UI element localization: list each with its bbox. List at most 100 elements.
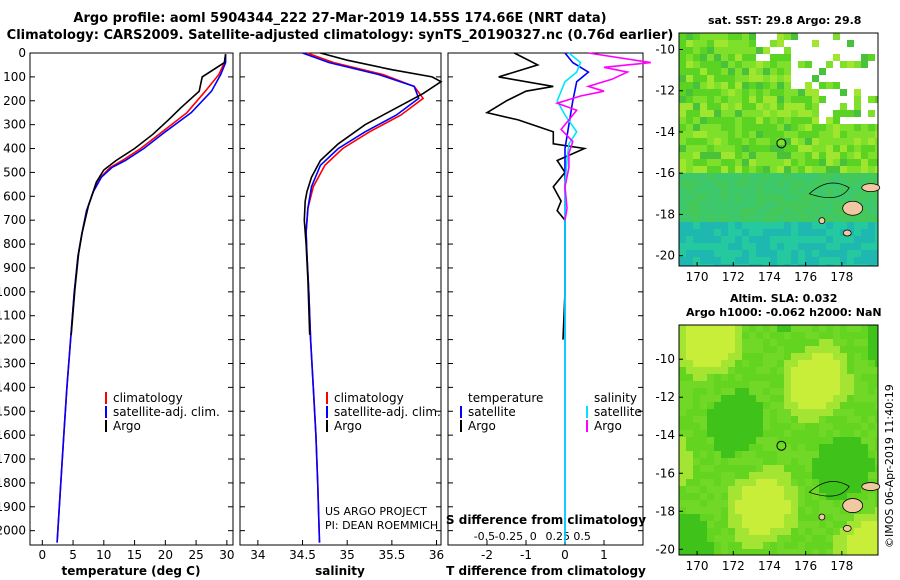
map-cell [714, 68, 721, 75]
map-cell [854, 250, 861, 257]
map-cell [686, 103, 693, 110]
map-cell [756, 381, 763, 388]
map-cell [756, 507, 763, 514]
map-cell [861, 402, 868, 409]
map-cell [735, 236, 742, 243]
map-cell [728, 500, 735, 507]
map-cell [868, 257, 875, 264]
map-cell [840, 166, 847, 173]
reef-outline [808, 182, 850, 199]
map-cell [875, 250, 878, 257]
map-cell [770, 472, 777, 479]
map-cell [693, 243, 700, 250]
map-cell [735, 82, 742, 89]
map-cell [693, 264, 700, 266]
map-cell [707, 360, 714, 367]
map-cell [875, 465, 878, 472]
x-tick-label: 1 [600, 548, 608, 562]
map-cell [714, 96, 721, 103]
map-cell [826, 159, 833, 166]
x-tick-label: 30 [219, 548, 234, 562]
map-cell [679, 173, 686, 180]
map-cell [791, 493, 798, 500]
map-cell [763, 409, 770, 416]
map-cell [798, 201, 805, 208]
map-cell [735, 360, 742, 367]
map-cell [742, 437, 749, 444]
map-cell [868, 124, 875, 131]
map-cell [742, 528, 749, 535]
map-cell [770, 75, 777, 82]
map-cell [798, 479, 805, 486]
map-cell [819, 402, 826, 409]
map-cell [819, 187, 826, 194]
map-cell [707, 388, 714, 395]
island-land [861, 482, 881, 491]
map-cell [693, 61, 700, 68]
map-cell [770, 131, 777, 138]
map-cell [777, 145, 784, 152]
map-cell [798, 465, 805, 472]
map-cell [721, 325, 728, 332]
map-cell [826, 409, 833, 416]
map-cell [819, 381, 826, 388]
map-cell [875, 215, 878, 222]
x-tick-label: 15 [127, 548, 142, 562]
lat-tick-label: -20 [655, 542, 675, 556]
map-cell [728, 437, 735, 444]
map-cell [777, 486, 784, 493]
map-cell [714, 229, 721, 236]
map-cell [805, 264, 812, 266]
map-cell [714, 145, 721, 152]
map-cell [777, 103, 784, 110]
map-cell [735, 180, 742, 187]
map-cell [756, 166, 763, 173]
map-cell [854, 416, 861, 423]
map-cell [735, 250, 742, 257]
map-cell [714, 451, 721, 458]
map-cell [819, 194, 826, 201]
map-cell [875, 409, 878, 416]
map-cell [812, 166, 819, 173]
map-cell [679, 395, 686, 402]
map-cell [721, 166, 728, 173]
map-cell [770, 402, 777, 409]
map-cell [784, 54, 791, 61]
map-cell [861, 388, 868, 395]
map-cell [693, 325, 700, 332]
map-cell [742, 486, 749, 493]
map-cell [805, 430, 812, 437]
map-cell [721, 138, 728, 145]
map-cell [847, 215, 854, 222]
map-cell [840, 124, 847, 131]
map-cell [861, 493, 868, 500]
map-cell [686, 339, 693, 346]
map-cell [833, 430, 840, 437]
map-cell [770, 208, 777, 215]
map-cell [847, 409, 854, 416]
map-cell [798, 264, 805, 266]
map-cell [728, 236, 735, 243]
map-cell [679, 493, 686, 500]
map-cell [777, 89, 784, 96]
map-cell [714, 138, 721, 145]
map-cell [833, 465, 840, 472]
map-cell [686, 353, 693, 360]
map-cell [840, 430, 847, 437]
map-cell [700, 360, 707, 367]
map-cell [770, 110, 777, 117]
map-cell [847, 173, 854, 180]
salinity-axes-frame [239, 52, 442, 546]
map-cell [700, 236, 707, 243]
map-cell [707, 138, 714, 145]
map-cell [693, 138, 700, 145]
map-cell [784, 346, 791, 353]
map-cell [875, 236, 878, 243]
map-cell [847, 124, 854, 131]
map-cell [749, 493, 756, 500]
legend-argo: Argo [113, 419, 141, 433]
sst-map-label: sat. SST: 29.8 Argo: 29.8 [708, 14, 862, 27]
map-cell [875, 360, 878, 367]
map-cell [707, 250, 714, 257]
map-cell [707, 402, 714, 409]
